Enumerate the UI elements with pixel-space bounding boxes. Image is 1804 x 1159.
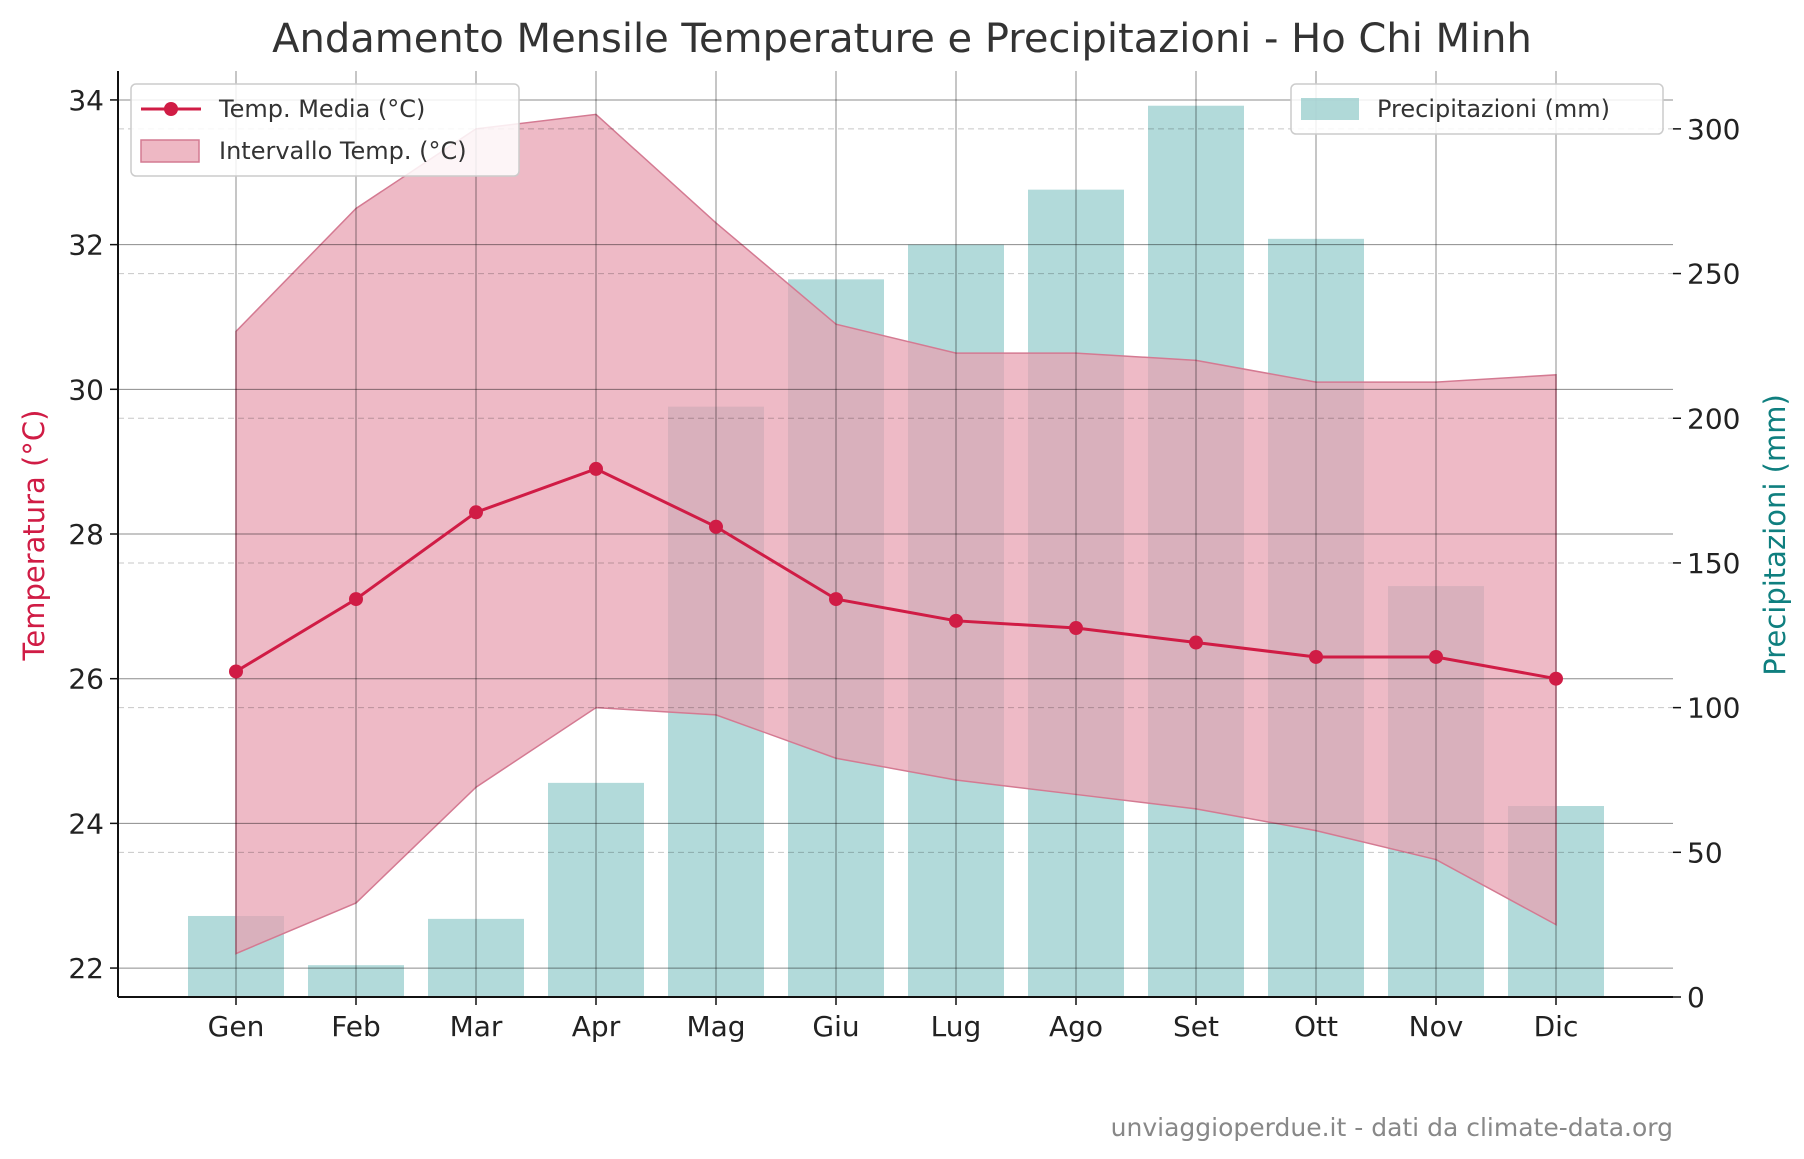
right-tick-label: 50	[1687, 836, 1723, 869]
mean-temperature-point-gen	[229, 664, 243, 679]
right-tick-label: 100	[1687, 692, 1740, 725]
x-tick-label-gen: Gen	[208, 1010, 265, 1043]
right-tick-label: 150	[1687, 547, 1740, 580]
legend-mean-temp-label: Temp. Media (°C)	[218, 95, 425, 123]
right-tick-label: 250	[1687, 258, 1740, 291]
left-tick-label: 26	[68, 663, 104, 696]
x-tick-label-ott: Ott	[1294, 1010, 1338, 1043]
legend-frame	[130, 83, 520, 177]
legend-frame	[1290, 83, 1664, 135]
mean-temperature-point-set	[1189, 635, 1203, 650]
right-tick-label: 200	[1687, 402, 1740, 435]
x-tick-label-mag: Mag	[686, 1010, 745, 1043]
x-tick-label-nov: Nov	[1409, 1010, 1464, 1043]
mean-temperature-point-lug	[949, 613, 963, 628]
mean-temperature-point-nov	[1429, 649, 1443, 664]
left-tick-label: 24	[68, 807, 104, 840]
legend-range-swatch	[140, 139, 200, 163]
legend-precipitation-label: Precipitazioni (mm)	[1377, 95, 1610, 123]
tick-labels: 22 24 26 28 30 32 34 0 50 100 150 200 250 300 Gen Feb Ma…	[68, 84, 1740, 1043]
x-tick-label-mar: Mar	[450, 1010, 503, 1043]
legend-range-label: Intervallo Temp. (°C)	[219, 137, 467, 165]
x-tick-label-dic: Dic	[1534, 1010, 1579, 1043]
legend-bar-swatch	[1301, 98, 1359, 120]
mean-temperature-point-dic	[1549, 671, 1563, 686]
left-axis-label: Temperatura (°C)	[17, 410, 51, 662]
left-tick-label: 22	[68, 952, 104, 985]
mean-temperature-point-feb	[349, 592, 363, 607]
temperature-range-band	[235, 113, 1557, 955]
mean-temperature-point-ago	[1069, 621, 1083, 636]
mean-temperature-polyline	[235, 467, 1557, 681]
mean-temperature-point-mag	[709, 519, 723, 534]
left-tick-label: 28	[68, 518, 104, 551]
mean-temperature-line	[229, 461, 1563, 686]
legend-precipitation: Precipitazioni (mm)	[1290, 83, 1664, 135]
legend-line-marker	[164, 102, 178, 116]
x-tick-label-apr: Apr	[572, 1010, 621, 1043]
precipitation-bar-mar	[428, 918, 524, 997]
x-tick-label-giu: Giu	[812, 1010, 859, 1043]
mean-temperature-point-ott	[1309, 649, 1323, 664]
precipitation-bar-feb	[308, 965, 404, 997]
right-tick-label: 0	[1687, 981, 1705, 1014]
x-tick-label-ago: Ago	[1049, 1010, 1103, 1043]
temperature-range-area	[235, 113, 1557, 955]
chart-title: Andamento Mensile Temperature e Precipit…	[272, 16, 1532, 62]
left-tick-label: 32	[68, 229, 104, 262]
mean-temperature-point-giu	[829, 592, 843, 607]
mean-temperature-point-mar	[469, 505, 483, 520]
mean-temperature-point-apr	[589, 461, 603, 476]
left-tick-label: 34	[68, 84, 104, 117]
source-annotation: unviaggioperdue.it - dati da climate-dat…	[1111, 1113, 1673, 1142]
legend-temperature: Temp. Media (°C) Intervallo Temp. (°C)	[130, 83, 520, 177]
left-tick-label: 30	[68, 373, 104, 406]
right-tick-label: 300	[1687, 113, 1740, 146]
x-tick-label-lug: Lug	[931, 1010, 982, 1043]
x-tick-label-feb: Feb	[331, 1010, 381, 1043]
x-tick-label-set: Set	[1173, 1010, 1219, 1043]
right-axis-label: Precipitazioni (mm)	[1758, 394, 1792, 676]
precipitation-bar-apr	[548, 782, 644, 997]
